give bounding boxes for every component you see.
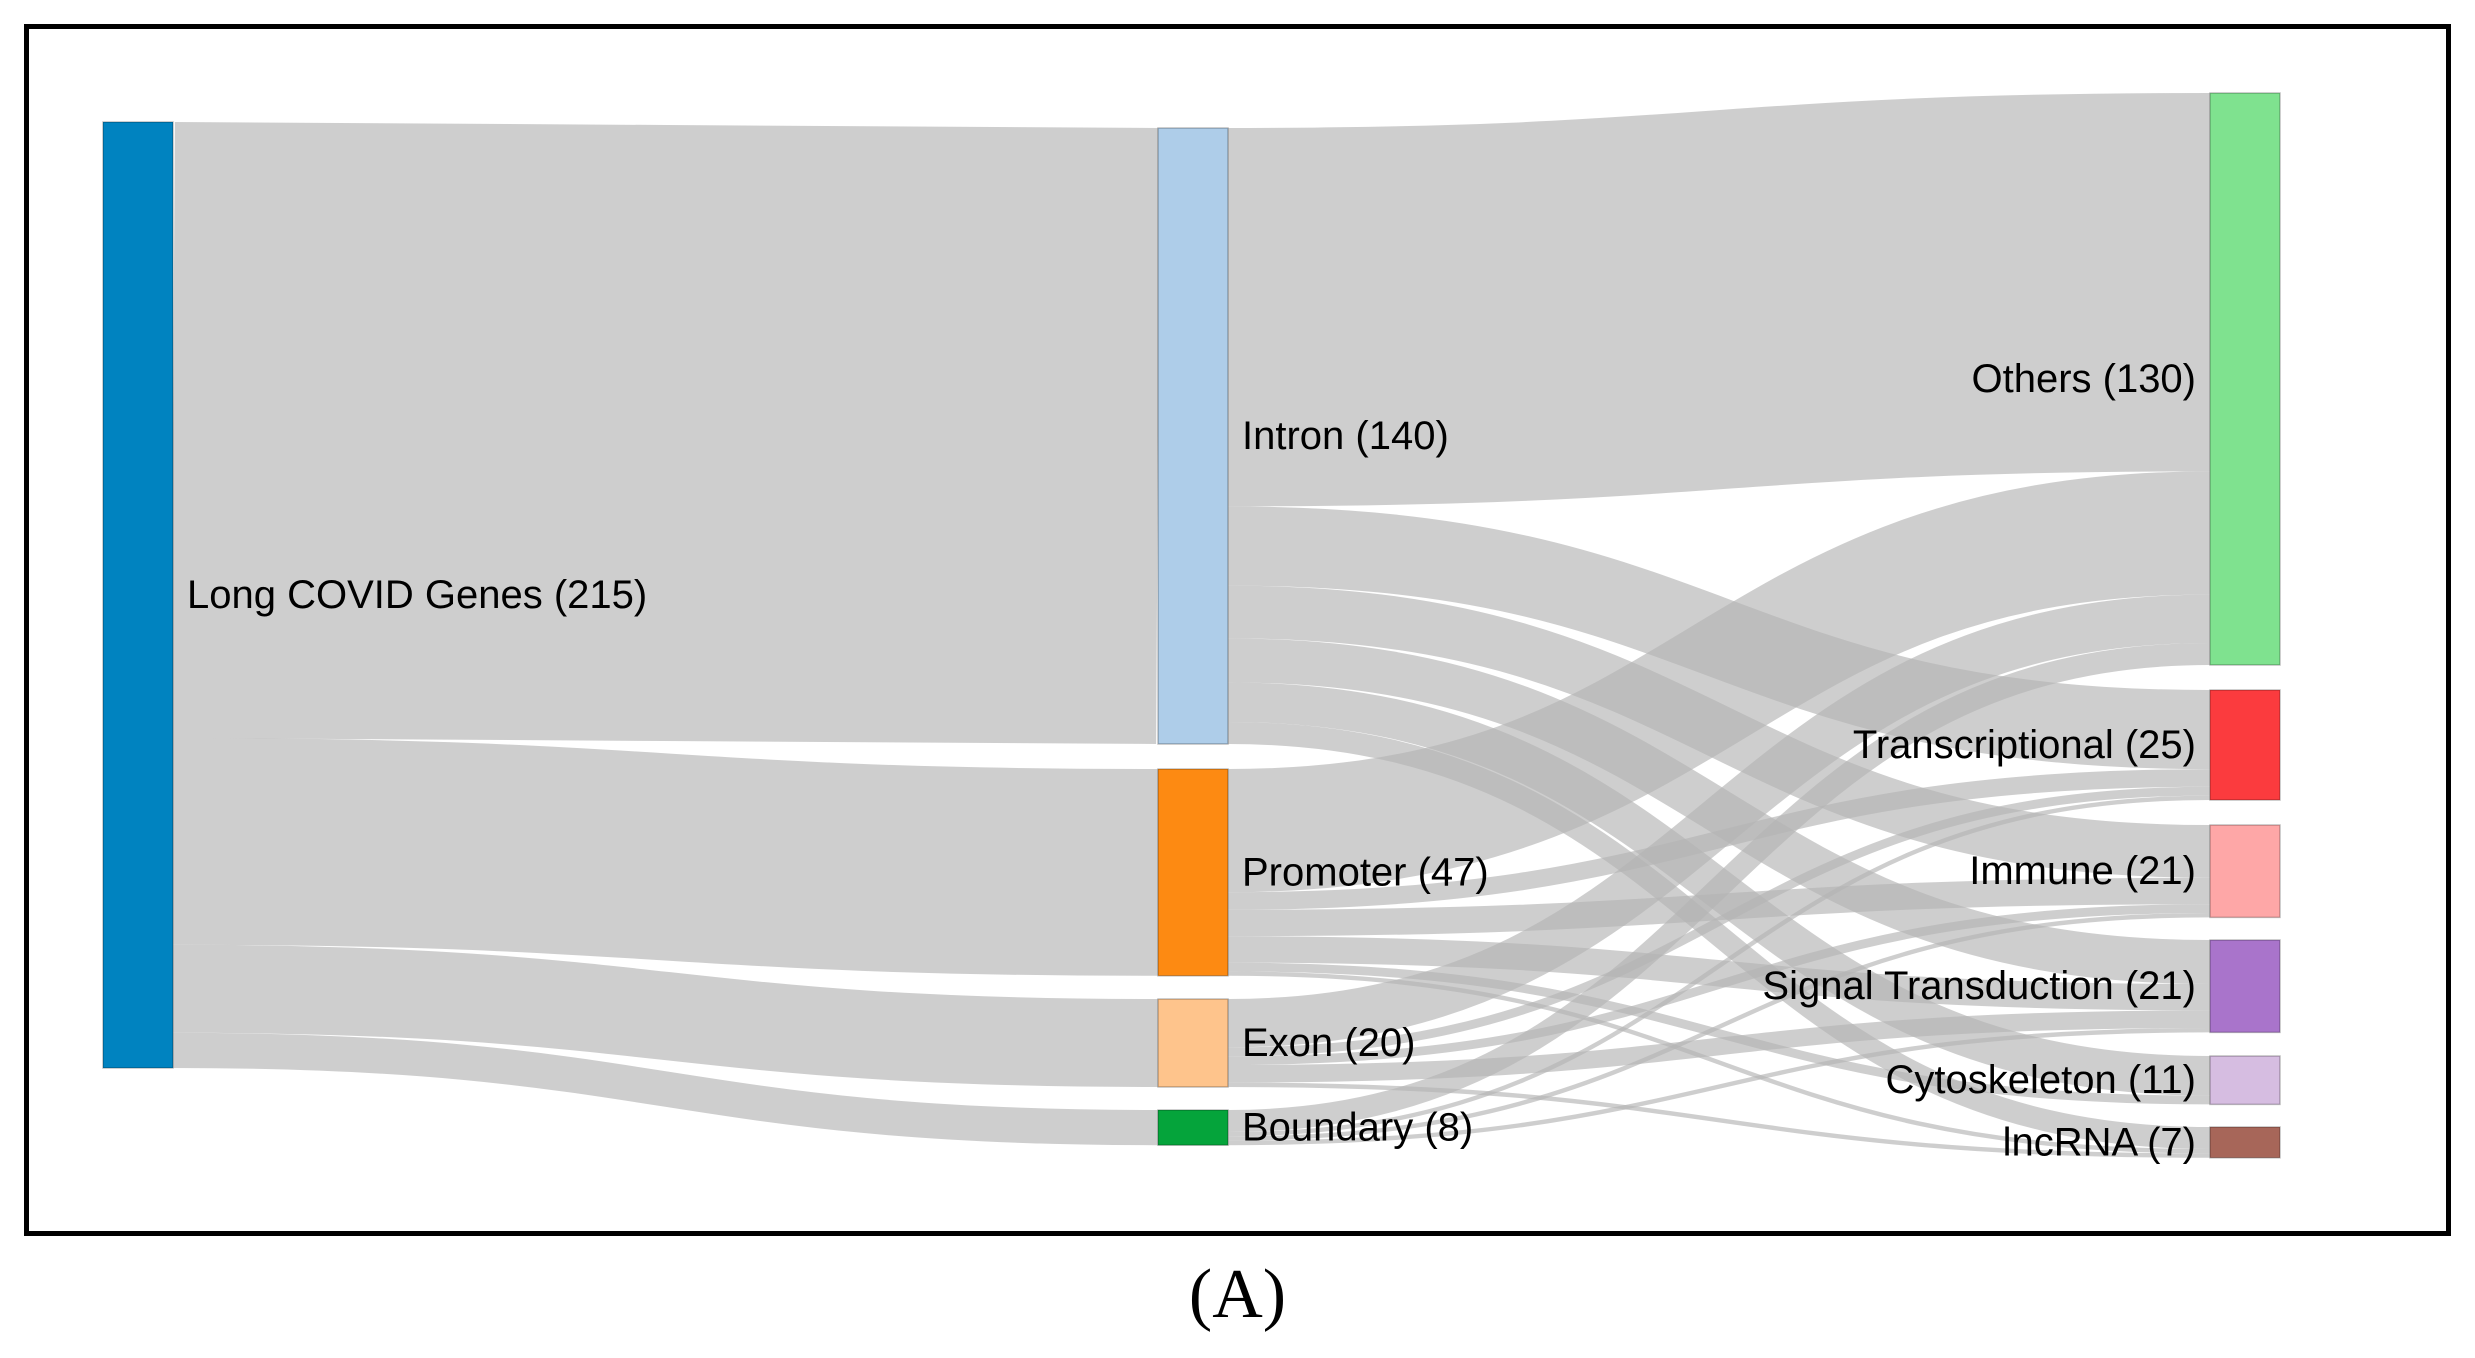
node-boundary — [1157, 1109, 1229, 1146]
link-boundary-to-signal — [1227, 1028, 2211, 1146]
label-cytoskeleton: Cytoskeleton (11) — [1885, 1058, 2196, 1102]
node-transcriptional — [2209, 689, 2281, 801]
link-genes-to-exon — [172, 944, 1159, 1087]
node-cytoskeleton — [2209, 1055, 2281, 1106]
node-genes — [102, 121, 174, 1069]
link-promoter-to-immune — [1227, 877, 2211, 937]
link-genes-to-intron — [172, 122, 1159, 744]
link-genes-to-boundary — [172, 1032, 1159, 1146]
node-lncrna — [2209, 1126, 2281, 1159]
node-exon — [1157, 998, 1229, 1088]
link-exon-to-signal — [1227, 1010, 2211, 1083]
label-lncrna: lncRNA (7) — [2003, 1120, 2196, 1164]
label-intron: Intron (140) — [1242, 414, 1449, 458]
label-immune: Immune (21) — [1969, 849, 2196, 893]
label-boundary: Boundary (8) — [1242, 1106, 1473, 1150]
link-exon-to-transcriptional — [1227, 786, 2211, 1057]
link-genes-to-promoter — [172, 738, 1159, 976]
figure-frame — [24, 24, 2451, 1236]
link-intron-to-others — [1227, 93, 2211, 507]
links-layer — [172, 93, 2211, 1158]
link-boundary-to-transcriptional — [1227, 795, 2211, 1137]
link-boundary-to-others — [1227, 643, 2211, 1132]
link-promoter-to-signal — [1227, 936, 2211, 1011]
link-boundary-to-immune — [1227, 913, 2211, 1141]
nodes-layer — [102, 92, 2281, 1159]
node-promoter — [1157, 768, 1229, 977]
node-others — [2209, 92, 2281, 666]
node-intron — [1157, 127, 1229, 745]
labels-layer: Long COVID Genes (215) Intron (140) Promot… — [187, 357, 2196, 1164]
link-promoter-to-others — [1227, 471, 2211, 893]
node-signal — [2209, 939, 2281, 1034]
link-exon-to-immune — [1227, 904, 2211, 1065]
label-transcriptional: Transcriptional (25) — [1853, 723, 2196, 767]
label-others: Others (130) — [1971, 357, 2196, 401]
panel-label: (A) — [1188, 1256, 1287, 1333]
label-exon: Exon (20) — [1242, 1021, 1415, 1065]
label-genes: Long COVID Genes (215) — [187, 573, 647, 617]
link-exon-to-others — [1227, 594, 2211, 1048]
node-immune — [2209, 824, 2281, 919]
label-promoter: Promoter (47) — [1242, 850, 1489, 894]
label-signal: Signal Transduction (21) — [1762, 964, 2196, 1008]
